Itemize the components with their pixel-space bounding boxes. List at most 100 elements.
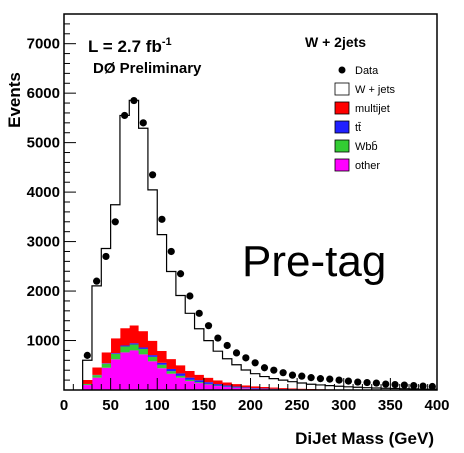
bar-multijet-12 [194,374,205,381]
legend-label-4: Wbb̄ [355,140,378,153]
bar-tt-18 [250,388,261,389]
bar-wjets-26 [325,385,335,390]
bar-multijet-13 [203,377,214,383]
x-tick-label-400: 400 [424,397,449,414]
bar-tt-14 [213,384,223,386]
data-point-25 [316,375,325,383]
bar-wbb-5 [129,344,139,351]
legend-swatch-5 [334,158,350,172]
bar-wjets-12 [194,328,205,375]
bar-other-1 [91,377,102,390]
data-point-15 [223,341,231,350]
bar-other-0 [82,385,93,390]
data-point-35 [410,381,418,390]
bar-wjets-4 [119,115,130,329]
bar-multijet-5 [129,325,139,344]
bar-other-3 [110,359,121,390]
bar-wjets-28 [343,386,354,390]
legend-label-2: multijet [355,103,390,115]
bar-wbb-4 [119,346,130,353]
legend-swatch-4 [334,139,350,153]
bar-wjets-17 [241,370,251,386]
y-tick-label-5000: 5000 [27,135,60,152]
bar-tt-16 [231,386,242,388]
bar-multijet-2 [101,352,112,364]
bar-tt-3 [110,353,121,354]
data-points [83,96,436,391]
bar-other-6 [138,354,149,390]
bar-wjets-5 [129,100,139,326]
bar-wbb-2 [101,363,112,368]
bar-tt-9 [166,368,177,372]
x-tick-label-0: 0 [60,397,68,414]
pretag-label: Pre-tag [242,237,386,286]
data-point-2 [102,252,110,261]
bar-other-4 [119,352,130,390]
bar-wjets-29 [353,387,363,390]
bar-wjets-25 [315,384,326,390]
bar-other-7 [147,361,158,390]
bar-multijet-7 [147,340,158,356]
bar-tt-17 [241,387,251,389]
data-point-13 [204,322,213,330]
data-point-5 [130,96,138,105]
bar-other-17 [241,388,251,390]
bar-wjets-20 [269,378,279,388]
data-point-29 [354,378,362,386]
bar-multijet-8 [157,350,167,363]
bar-wbb-6 [138,348,149,355]
bar-wbb-7 [147,356,158,362]
data-point-0 [83,351,91,359]
data-point-7 [148,171,157,179]
bar-other-14 [213,386,223,390]
data-point-24 [307,374,315,382]
y-tick-label-1000: 1000 [27,333,60,350]
bar-tt-12 [194,380,205,383]
data-point-9 [167,247,175,256]
bar-wbb-10 [175,375,186,378]
bar-wjets-1 [91,285,102,368]
x-tick-label-150: 150 [191,397,216,414]
legend-label-0: Data [355,65,379,77]
data-point-16 [232,349,241,357]
bar-wjets-10 [175,295,186,366]
bar-wjets-27 [334,386,345,390]
bar-other-8 [157,368,167,390]
bar-multijet-10 [175,365,186,374]
bar-multijet-6 [138,331,149,348]
x-tick-label-250: 250 [285,397,310,414]
bar-tt-4 [119,345,130,347]
bar-wbb-11 [185,379,195,382]
legend-label-5: other [355,160,380,172]
bar-wjets-6 [138,128,149,332]
data-point-22 [288,371,297,379]
bar-multijet-17 [241,385,251,388]
bar-wbb-0 [82,384,93,386]
legend-marker-data [338,66,346,74]
bar-wjets-21 [278,380,289,389]
bar-other-10 [175,377,186,390]
data-point-32 [382,380,390,388]
bar-wjets-23 [297,382,307,389]
bar-wbb-8 [157,364,167,369]
bar-wjets-9 [166,271,177,360]
bar-multijet-3 [110,338,121,354]
data-point-4 [121,111,129,120]
stacked-histogram [82,100,438,390]
bar-wjets-13 [203,340,214,378]
legend-label-1: W + jets [355,84,396,96]
bar-wjets-15 [222,358,233,383]
bar-wbb-12 [194,382,205,384]
bar-multijet-20 [269,387,279,389]
bar-tt-15 [222,385,233,387]
bar-tt-10 [175,373,186,376]
bar-tt-6 [138,347,149,349]
bar-multijet-16 [231,384,242,387]
data-point-26 [326,375,334,383]
bar-other-13 [203,384,214,390]
data-point-17 [242,354,250,362]
bar-wbb-9 [166,371,177,374]
bar-multijet-19 [259,386,270,389]
bar-tt-13 [203,382,214,384]
x-tick-label-350: 350 [378,397,403,414]
